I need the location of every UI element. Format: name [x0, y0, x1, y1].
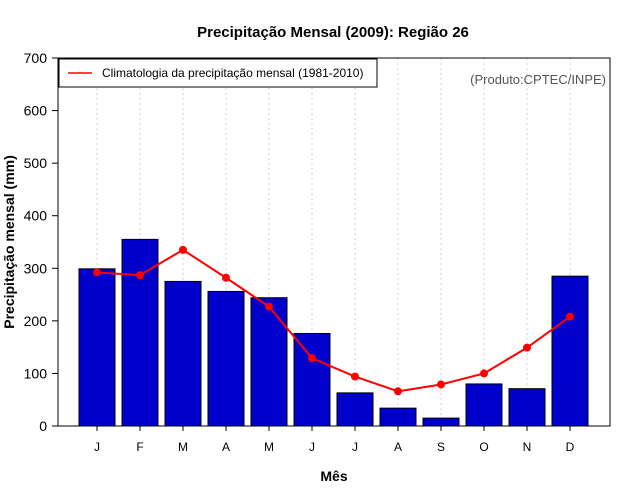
y-tick-label: 200	[24, 313, 48, 329]
x-tick-label: J	[94, 440, 100, 454]
bar	[551, 275, 589, 427]
climatology-point	[437, 380, 445, 389]
bar	[293, 332, 331, 427]
climatology-polyline	[96, 248, 571, 393]
climatology-line	[93, 245, 574, 396]
legend-label: Climatologia da precipitação mensal (198…	[102, 66, 363, 80]
climatology-point	[308, 354, 316, 363]
bar	[207, 290, 245, 427]
x-tick-label: S	[437, 440, 445, 454]
plot-frame	[57, 57, 611, 427]
climatology-point	[179, 245, 187, 254]
climatology-point	[222, 273, 230, 282]
x-tick-label: F	[136, 440, 143, 454]
y-axis-label: Precipitação mensal (mm)	[1, 155, 17, 329]
y-tick-label: 400	[24, 208, 48, 224]
y-tick-label: 100	[24, 365, 48, 381]
bars	[78, 238, 589, 427]
bar	[78, 268, 116, 427]
bar	[379, 407, 417, 427]
bar	[250, 297, 288, 427]
climatology-point	[265, 302, 273, 311]
x-tick-label: J	[309, 440, 315, 454]
bar	[465, 383, 503, 427]
x-tick-label: M	[264, 440, 274, 454]
chart-title: Precipitação Mensal (2009): Região 26	[197, 24, 469, 41]
y-tick-label: 300	[24, 260, 48, 276]
x-tick-label: O	[479, 440, 488, 454]
climatology-point	[93, 268, 101, 277]
legend: Climatologia da precipitação mensal (198…	[58, 58, 378, 88]
bar	[164, 280, 202, 427]
climatology-point	[351, 372, 359, 381]
y-tick-label: 700	[24, 50, 48, 66]
x-tick-label: A	[394, 440, 402, 454]
climatology-point	[394, 387, 402, 396]
y-tick-label: 0	[39, 418, 47, 434]
x-tick-label: D	[566, 440, 575, 454]
x-axis-label: Mês	[320, 468, 347, 484]
bar	[121, 238, 159, 427]
climatology-point	[566, 312, 574, 321]
climatology-point	[136, 271, 144, 280]
bar	[422, 417, 460, 427]
x-tick-label: A	[222, 440, 230, 454]
source-annotation: (Produto:CPTEC/INPE)	[470, 72, 606, 87]
x-tick-label: J	[352, 440, 358, 454]
bar	[508, 388, 546, 427]
y-tick-label: 600	[24, 103, 48, 119]
climatology-point	[523, 343, 531, 352]
y-tick-label: 500	[24, 155, 48, 171]
climatology-point	[480, 369, 488, 378]
x-tick-label: M	[178, 440, 188, 454]
x-tick-label: N	[523, 440, 532, 454]
bar	[336, 392, 374, 427]
legend-box	[58, 58, 378, 88]
y-axis: 0 100 200 300 400 500 600 700	[24, 50, 58, 434]
